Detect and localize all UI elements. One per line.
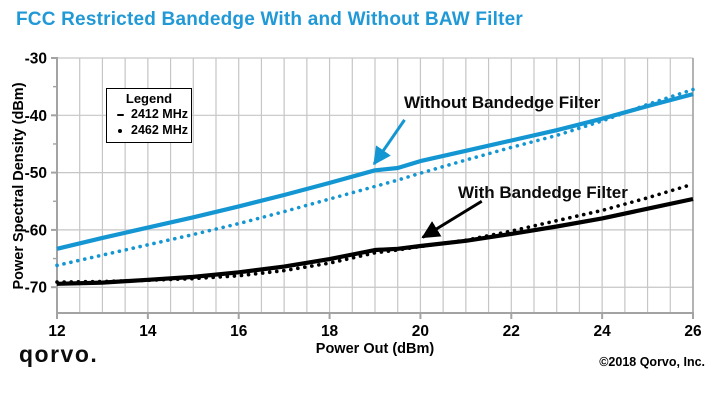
dash-marker-icon <box>117 110 127 120</box>
y-tick-label: -50 <box>25 165 47 182</box>
x-axis-title: Power Out (dBm) <box>315 341 435 357</box>
legend-entry: 2412 MHz <box>107 107 191 123</box>
y-tick-label: -40 <box>25 108 47 125</box>
y-tick-label: -30 <box>25 51 47 68</box>
y-tick-label: -70 <box>25 280 47 297</box>
legend: Legend 2412 MHz 2462 MHz <box>106 88 192 143</box>
annotation-with-bandedge-filter: With Bandedge Filter <box>458 183 628 202</box>
legend-entries: 2412 MHz 2462 MHz <box>107 107 191 139</box>
dot-marker-icon <box>117 126 127 136</box>
x-tick-label: 26 <box>684 323 702 340</box>
annotation-arrow <box>421 199 483 239</box>
y-tick-label: -60 <box>25 222 47 239</box>
series-line-2462-MHz-without-filter <box>55 87 695 268</box>
y-axis-title: Power Spectral Density (dBm) <box>11 82 27 290</box>
copyright-text: ©2018 Qorvo, Inc. <box>599 355 705 369</box>
x-tick-label: 20 <box>412 323 429 340</box>
x-tick-label: 22 <box>503 323 520 340</box>
series-line-2412-MHz-without-filter <box>56 92 694 251</box>
legend-title: Legend <box>125 91 173 106</box>
annotation-without-bandedge-filter: Without Bandedge Filter <box>404 93 601 112</box>
x-tick-label: 12 <box>48 323 65 340</box>
legend-entry-label: 2462 MHz <box>131 123 188 137</box>
annotation-arrow <box>372 119 406 166</box>
series-line-2462-MHz-with-filter <box>55 182 695 284</box>
x-tick-label: 24 <box>594 323 612 340</box>
legend-entry: 2462 MHz <box>107 123 191 139</box>
x-tick-label: 18 <box>321 323 339 340</box>
chart-title: FCC Restricted Bandedge With and Without… <box>16 9 524 30</box>
legend-entry-label: 2412 MHz <box>131 107 188 121</box>
qorvo-logo: qorvo. <box>19 341 99 367</box>
x-tick-label: 16 <box>230 323 248 340</box>
x-tick-label: 14 <box>139 323 157 340</box>
